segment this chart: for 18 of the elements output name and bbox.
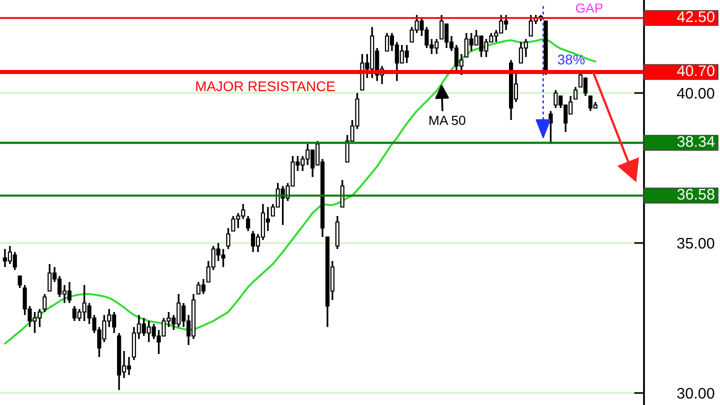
y-tick-label: 40.00 — [676, 88, 714, 99]
candlestick — [226, 227, 230, 250]
candlestick — [18, 275, 22, 289]
annotation: MAJOR RESISTANCE — [196, 81, 335, 92]
y-tick-label: 30.00 — [677, 388, 714, 399]
candlestick — [246, 215, 250, 232]
candlestick — [340, 179, 344, 208]
ref-line-label: 42.50 — [677, 11, 714, 22]
candlestick — [573, 86, 578, 100]
ref-line-label: 36.58 — [677, 188, 714, 200]
annotation: GAP — [576, 3, 602, 13]
series-label: MA 50 — [430, 116, 466, 126]
y-tick-label: 35.00 — [677, 238, 714, 249]
annotation: 38% — [558, 54, 585, 64]
ref-line-label: 40.70 — [677, 65, 714, 76]
candlestick — [42, 293, 47, 313]
candlestick — [335, 215, 340, 250]
ref-line-label: 38.34 — [677, 136, 715, 147]
